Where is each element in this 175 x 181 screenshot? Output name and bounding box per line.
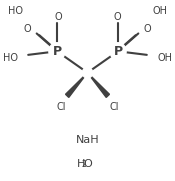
Text: 2: 2	[81, 161, 86, 169]
Text: OH: OH	[157, 52, 172, 62]
Circle shape	[110, 43, 126, 60]
Circle shape	[82, 67, 93, 78]
Polygon shape	[88, 73, 109, 97]
Text: O: O	[113, 12, 121, 22]
Text: HO: HO	[3, 52, 18, 62]
Text: Cl: Cl	[109, 102, 118, 112]
Text: HO: HO	[8, 6, 23, 16]
Text: NaH: NaH	[76, 134, 99, 144]
Text: H: H	[76, 159, 85, 169]
Polygon shape	[66, 73, 88, 97]
Text: Cl: Cl	[57, 102, 66, 112]
Text: P: P	[113, 45, 122, 58]
Text: O: O	[24, 24, 31, 34]
Text: OH: OH	[152, 6, 167, 16]
Text: P: P	[52, 45, 62, 58]
Text: O: O	[144, 24, 151, 34]
Text: O: O	[84, 159, 93, 169]
Circle shape	[49, 43, 65, 60]
Text: O: O	[54, 12, 62, 22]
